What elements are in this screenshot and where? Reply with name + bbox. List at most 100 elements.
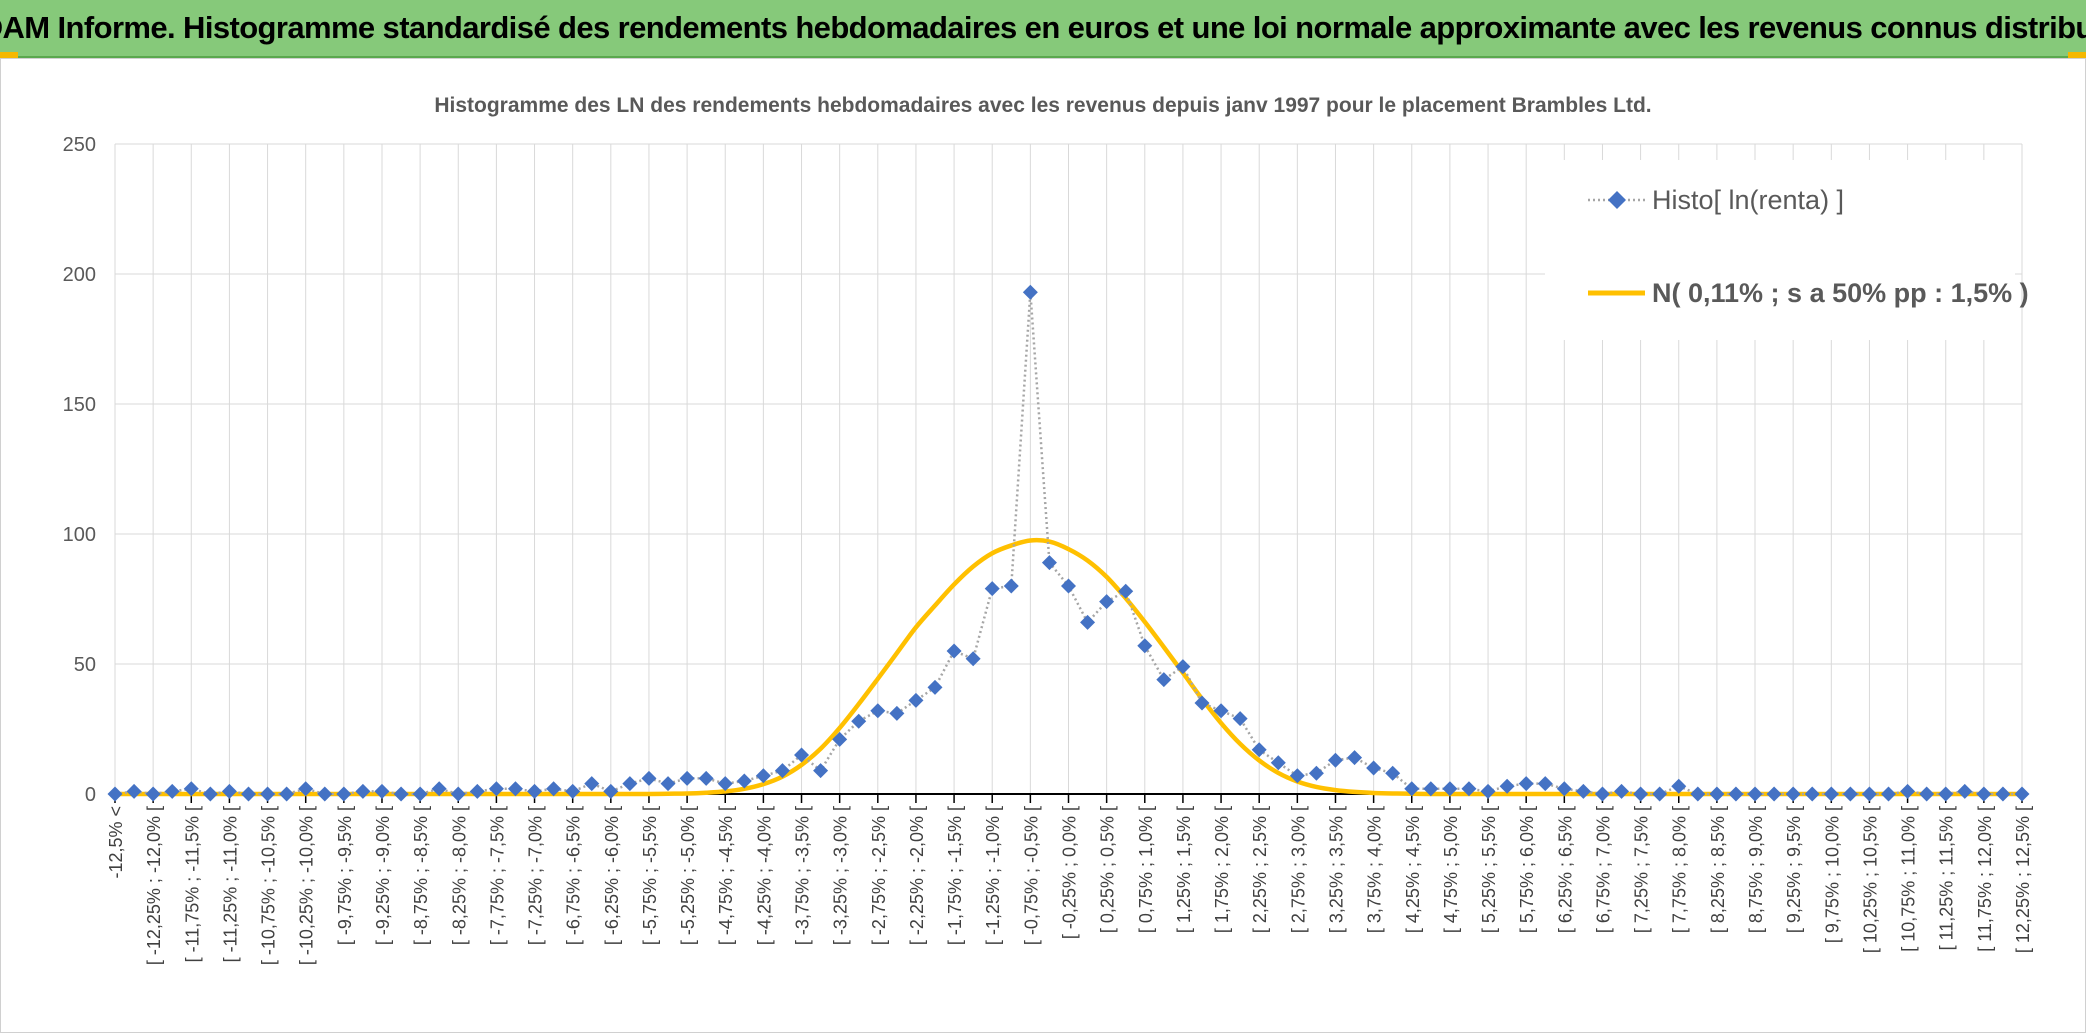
histogram-point (1213, 703, 1229, 719)
y-tick-label: 200 (63, 264, 96, 286)
histogram-point (584, 776, 600, 792)
x-tick-label: [ -1,25% ; -1,0% [ (983, 806, 1003, 945)
histogram-point (1366, 760, 1382, 776)
histogram-point (221, 783, 237, 799)
histogram-point (1461, 781, 1477, 797)
x-tick-label: [ -8,75% ; -8,5% [ (411, 806, 431, 945)
histogram-point (927, 679, 943, 695)
histogram-point (527, 783, 543, 799)
chart-title: Histogramme des LN des rendements hebdom… (434, 94, 1651, 117)
x-tick-label: [ 4,25% ; 4,5% [ (1403, 806, 1423, 933)
histogram-point (1347, 750, 1363, 766)
histogram-point (736, 773, 752, 789)
x-tick-label: [ -1,75% ; -1,5% [ (945, 806, 965, 945)
histogram-point (1900, 783, 1916, 799)
x-tick-label: [ -8,25% ; -8,0% [ (449, 806, 469, 945)
histogram-point (1270, 755, 1286, 771)
histogram-point (641, 770, 657, 786)
histogram-point (1080, 614, 1096, 630)
histogram-point (1823, 786, 1839, 802)
histogram-point (1041, 555, 1057, 571)
x-tick-label: [ 11,25% ; 11,5% [ (1937, 806, 1957, 950)
histogram-point (507, 781, 523, 797)
histogram-point (488, 781, 504, 797)
x-tick-label: [ 4,75% ; 5,0% [ (1441, 806, 1461, 933)
histogram-point (1003, 578, 1019, 594)
histogram-point (1842, 786, 1858, 802)
histogram-point (1099, 594, 1115, 610)
histogram-point (240, 786, 256, 802)
legend-histo-marker (1608, 191, 1626, 209)
histogram-point (1594, 786, 1610, 802)
histogram-point (145, 786, 161, 802)
y-tick-label: 0 (85, 784, 96, 806)
histogram-point (431, 781, 447, 797)
histogram-point (946, 643, 962, 659)
x-tick-label: [ 1,25% ; 1,5% [ (1174, 806, 1194, 933)
x-tick-label: [ 3,25% ; 3,5% [ (1326, 806, 1346, 933)
x-tick-label: [ 10,75% ; 11,0% [ (1899, 806, 1919, 952)
histogram-point (107, 786, 123, 802)
x-tick-label: [ -0,25% ; 0,0% [ (1060, 806, 1080, 939)
histogram-point (1251, 742, 1267, 758)
histogram-point (1976, 786, 1992, 802)
x-tick-label: [ 6,25% ; 6,5% [ (1555, 806, 1575, 933)
histogram-point (1289, 768, 1305, 784)
x-tick-label: [ -10,25% ; -10,0% [ (297, 806, 317, 965)
histogram-point (1556, 781, 1572, 797)
x-tick-label: [ -0,75% ; -0,5% [ (1021, 806, 1041, 945)
corner-mark-right (2068, 52, 2086, 58)
histogram-point (1747, 786, 1763, 802)
histogram-point (1633, 786, 1649, 802)
histogram-point (774, 763, 790, 779)
histogram-point (603, 783, 619, 799)
gridlines (114, 143, 2023, 794)
histogram-point (679, 770, 695, 786)
x-tick-label: [ 5,25% ; 5,5% [ (1479, 806, 1499, 933)
x-tick-label: [ -6,75% ; -6,5% [ (564, 806, 584, 945)
x-tick-label: [ -11,25% ; -11,0% [ (220, 806, 240, 962)
histogram-point (469, 783, 485, 799)
x-tick-label: [ -2,25% ; -2,0% [ (907, 806, 927, 945)
corner-mark-left (0, 52, 18, 58)
histogram-point (698, 770, 714, 786)
histogram-point (1881, 786, 1897, 802)
histogram-point (1537, 776, 1553, 792)
histogram-point (374, 783, 390, 799)
histogram-point (298, 781, 314, 797)
x-tick-label: [ 9,25% ; 9,5% [ (1784, 806, 1804, 933)
histogram-point (164, 783, 180, 799)
x-tick-label: [ -6,25% ; -6,0% [ (602, 806, 622, 945)
histogram-point (317, 786, 333, 802)
histogram-point (813, 763, 829, 779)
x-tick-label: [ 8,25% ; 8,5% [ (1708, 806, 1728, 933)
y-tick-label: 50 (74, 654, 96, 676)
x-tick-label: [ -12,25% ; -12,0% [ (144, 806, 164, 965)
x-axis: -12,5% < [ -12,25% ; -12,0% [[ -11,75% ; … (106, 793, 2033, 965)
x-tick-label: [ 8,75% ; 9,0% [ (1746, 806, 1766, 933)
histogram-point (908, 692, 924, 708)
x-tick-label: [ 0,75% ; 1,0% [ (1136, 806, 1156, 933)
histogram-point (1709, 786, 1725, 802)
histogram-point (1480, 783, 1496, 799)
x-tick-label: [ 0,25% ; 0,5% [ (1098, 806, 1118, 933)
histogram-point (260, 786, 276, 802)
histogram-point (1690, 786, 1706, 802)
histogram-point (1957, 783, 1973, 799)
y-tick-label: 250 (63, 134, 96, 156)
histogram-point (851, 713, 867, 729)
histogram-point (1022, 284, 1038, 300)
histogram-point (1442, 781, 1458, 797)
x-tick-label: [ -10,75% ; -10,5% [ (259, 806, 279, 965)
x-tick-label: [ -4,75% ; -4,5% [ (716, 806, 736, 945)
histogram-point (393, 786, 409, 802)
x-tick-label: [ -7,25% ; -7,0% [ (526, 806, 546, 945)
histogram-point (1423, 781, 1439, 797)
legend: Histo[ ln(renta) ] N( 0,11% ; s a 50% pp … (1545, 160, 2029, 340)
histogram-point (1804, 786, 1820, 802)
histogram-point (1137, 638, 1153, 654)
histogram-point (889, 705, 905, 721)
histogram-point (1614, 783, 1630, 799)
histogram-point (336, 786, 352, 802)
